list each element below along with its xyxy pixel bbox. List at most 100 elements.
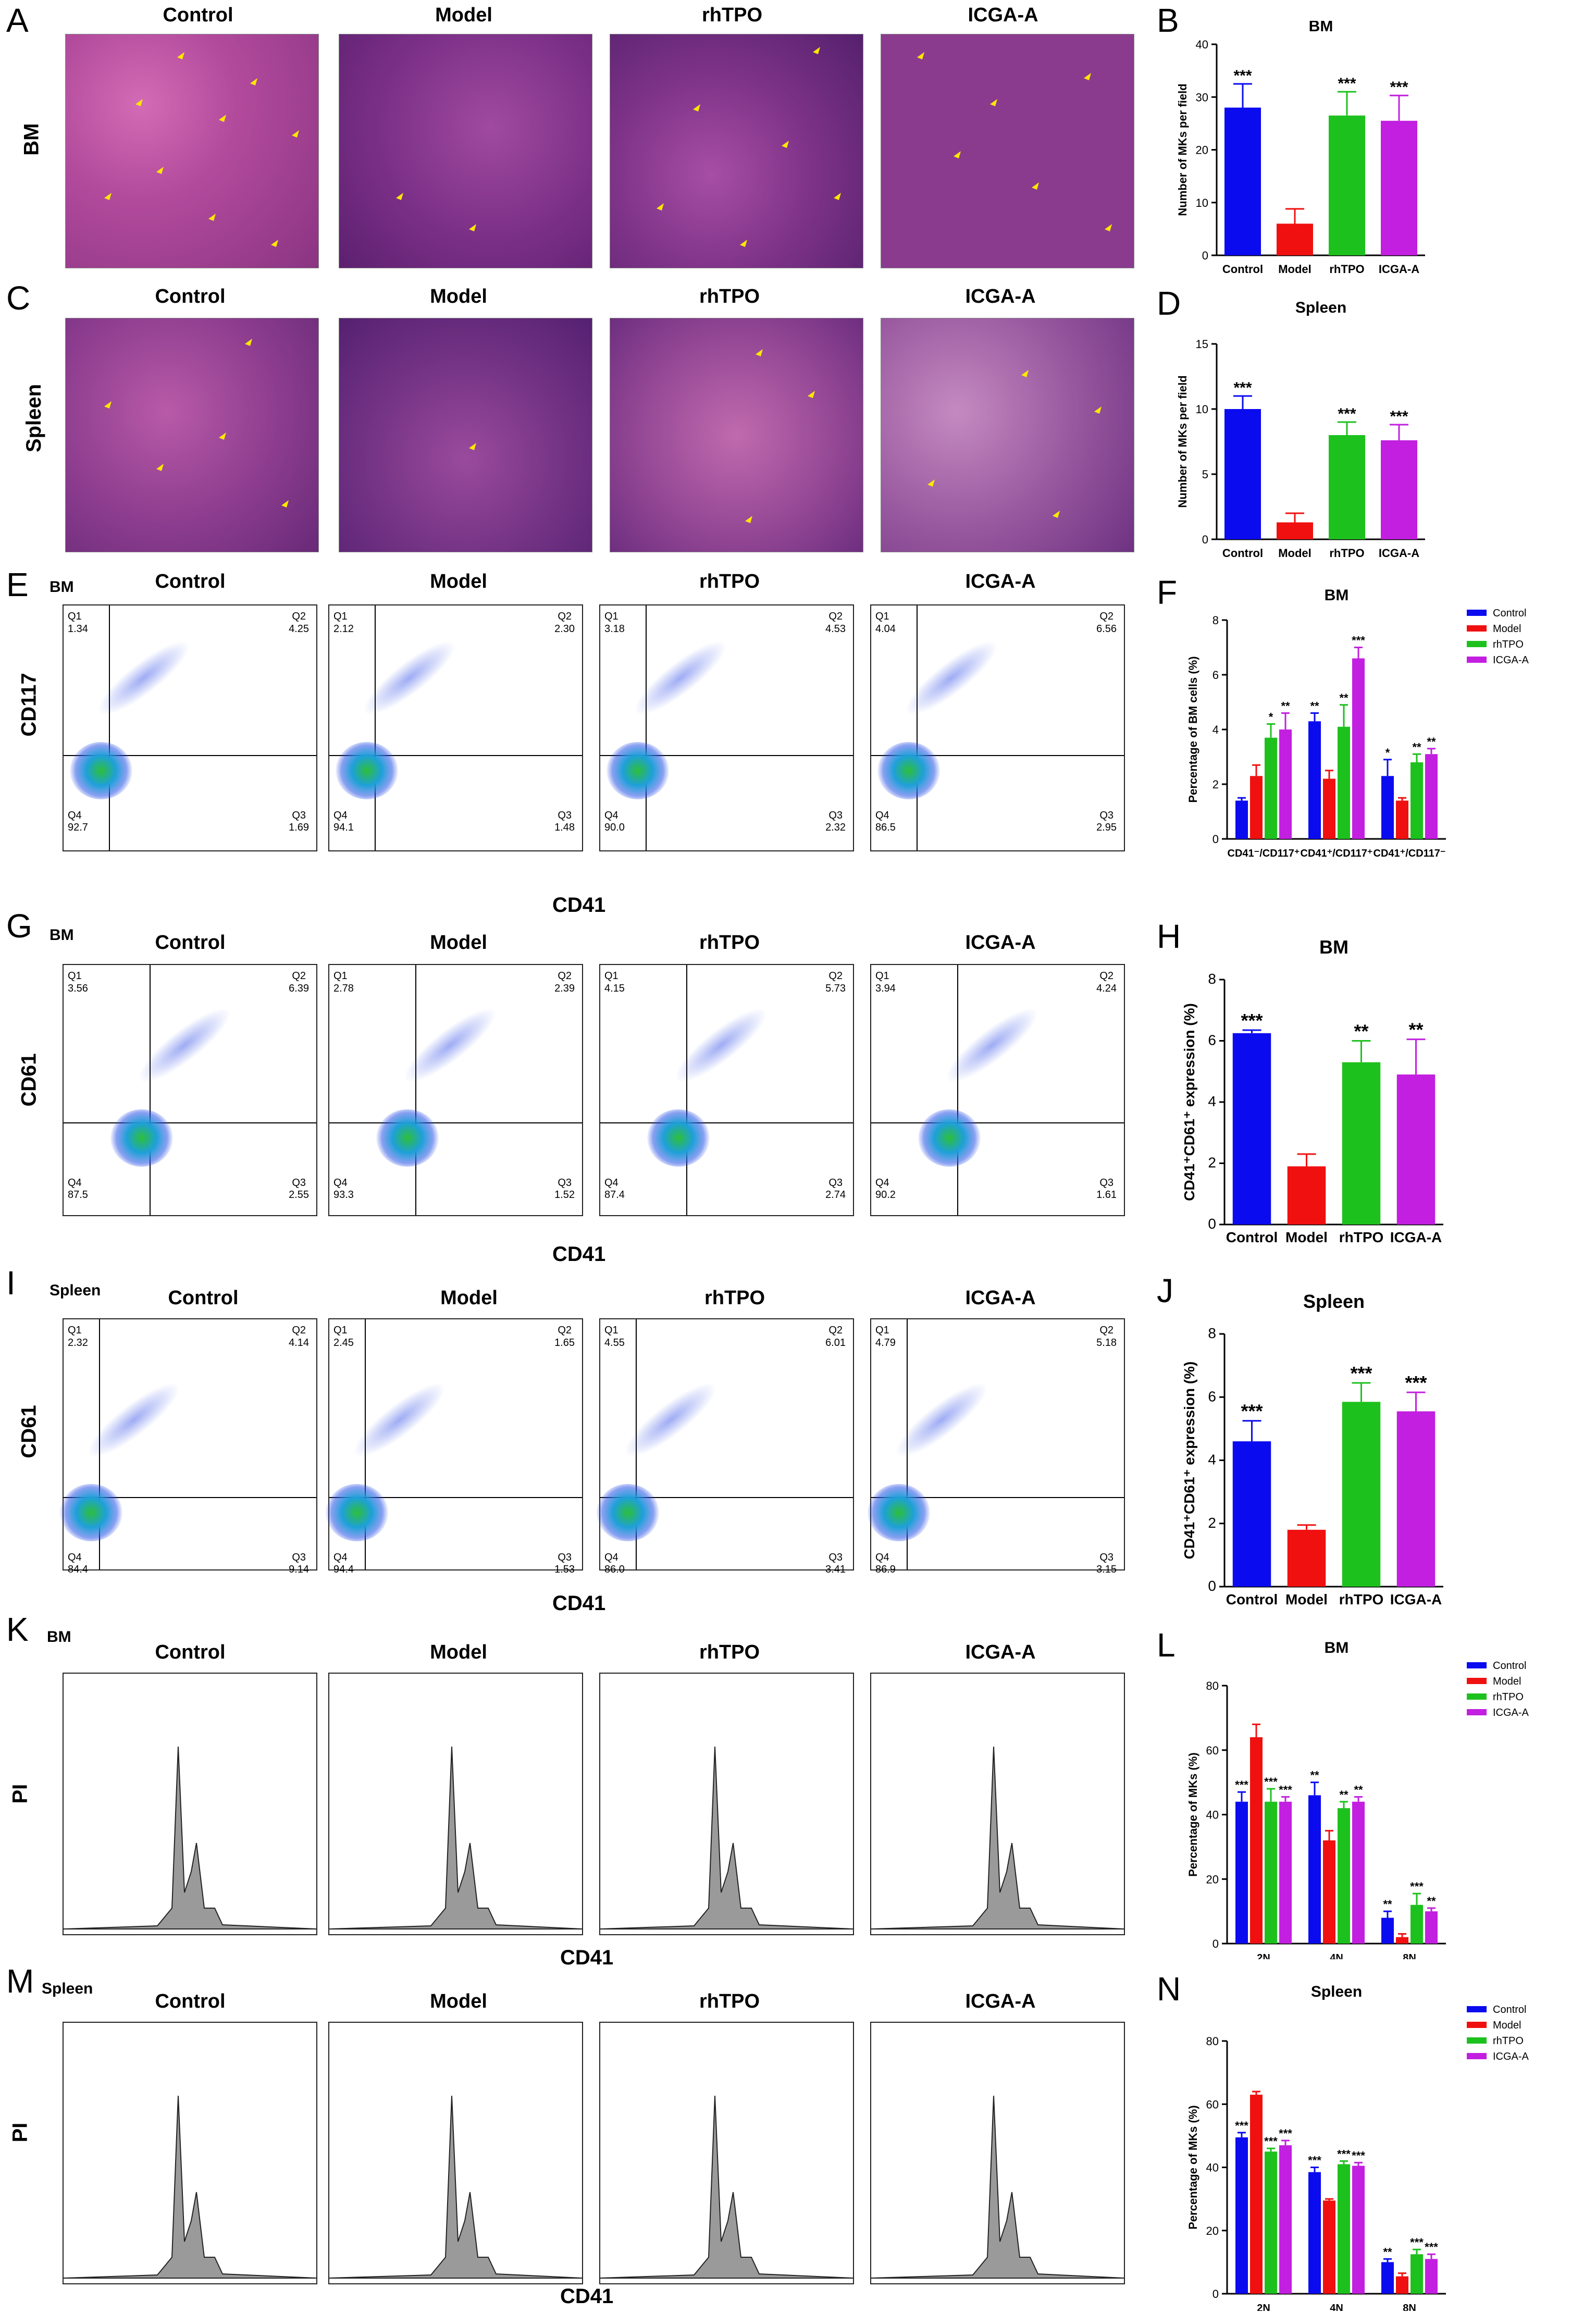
- quadrant-name-q3: Q3: [828, 1177, 843, 1189]
- quadrant-name-q1: Q1: [604, 1325, 618, 1336]
- x-tick-label: CD41⁺/CD117⁺: [1301, 848, 1373, 859]
- quadrant-value-q2: 4.25: [289, 623, 309, 635]
- legend-swatch: [1467, 2053, 1487, 2059]
- bar-rhTPO-2: [1411, 762, 1423, 839]
- chart-D: Spleen 0 5 10 15 Number of MKs per field *** Co…: [1176, 299, 1425, 560]
- cell-population-density: [868, 1484, 930, 1541]
- cell-population-density: [918, 1109, 981, 1167]
- histology-image-control-bm: [65, 34, 319, 268]
- cell-population-scatter: [344, 1372, 454, 1468]
- gate-vertical-line: [415, 965, 416, 1215]
- y-tick-label: 0: [1213, 2287, 1219, 2300]
- bar-ICGA-A-2: [1425, 2259, 1438, 2294]
- quadrant-value-q3: 2.95: [1096, 822, 1117, 833]
- quadrant-name-q2: Q2: [292, 970, 306, 982]
- quadrant-value-q4: 94.4: [333, 1564, 354, 1575]
- quadrant-name-q2: Q2: [828, 611, 843, 622]
- legend-swatch: [1467, 1662, 1487, 1668]
- pi-histogram-Model: [328, 2022, 583, 2284]
- sample-label-G: BM: [50, 926, 74, 944]
- pi-histogram-Model: [328, 1673, 583, 1935]
- y-tick-label: 0: [1202, 533, 1208, 546]
- bar-rhTPO: [1342, 1062, 1381, 1224]
- bar-Model-1: [1323, 2200, 1335, 2294]
- quadrant-value-q2: 5.18: [1096, 1337, 1117, 1349]
- histology-image-rhtpo-bm: [610, 34, 863, 268]
- y-axis-label-D: Number of MKs per field: [1176, 375, 1189, 508]
- significance-mark: **: [1310, 700, 1319, 713]
- cell-population-density: [647, 1109, 710, 1167]
- y-tick-label: 4: [1208, 1452, 1216, 1468]
- y-tick-label: 0: [1202, 249, 1208, 262]
- flow-plot-ICGA-A: Q1 4.79 Q2 5.18 Q3 3.15 Q4 86.9: [868, 1318, 1125, 1575]
- legend-label: ICGA-A: [1493, 2051, 1529, 2062]
- quadrant-name-q1: Q1: [604, 970, 618, 982]
- x-tick-label: Control: [1226, 1591, 1278, 1607]
- quadrant-name-q2: Q2: [558, 611, 572, 622]
- quadrant-value-q2: 6.01: [825, 1337, 846, 1349]
- bar-Model: [1277, 224, 1313, 255]
- bar-Control-2: [1381, 1918, 1394, 1944]
- cell-population-density: [376, 1109, 439, 1167]
- sample-label-E: BM: [50, 578, 74, 596]
- quadrant-value-q2: 6.39: [289, 983, 309, 994]
- quadrant-value-q4: 84.4: [68, 1564, 88, 1575]
- significance-mark: ***: [1352, 2149, 1365, 2162]
- histogram-area: [600, 1746, 853, 1929]
- y-axis-label-H: CD41⁺CD61⁺ expression (%): [1181, 1003, 1197, 1201]
- bar-Control: [1224, 107, 1261, 255]
- cell-population-scatter: [89, 630, 199, 726]
- histogram-area: [871, 1746, 1124, 1929]
- quadrant-name-q1: Q1: [333, 611, 348, 622]
- panel-label-L: L: [1157, 1626, 1176, 1664]
- bar-Model-1: [1323, 778, 1335, 839]
- x-axis-label-cd41-M: CD41: [560, 2285, 614, 2308]
- flow-plot-Control: Q1 1.34 Q2 4.25 Q3 1.69 Q4 92.7: [63, 604, 317, 851]
- quadrant-name-q3: Q3: [292, 1552, 306, 1563]
- cell-population-scatter: [615, 1372, 725, 1468]
- bar-Control-1: [1308, 1795, 1321, 1944]
- quadrant-name-q4: Q4: [333, 1177, 348, 1189]
- bar-ICGA-A-2: [1425, 1911, 1438, 1944]
- significance-mark: **: [1310, 1769, 1319, 1782]
- pi-histogram-rhTPO: [599, 1673, 854, 1935]
- bar-ICGA-A-2: [1425, 754, 1438, 839]
- bar-Control-0: [1235, 800, 1248, 839]
- legend-label: Control: [1493, 1660, 1526, 1672]
- chart-title-N: Spleen: [1311, 1985, 1362, 2000]
- quadrant-name-q4: Q4: [875, 1552, 889, 1563]
- legend-swatch: [1467, 610, 1487, 616]
- cell-population-density: [60, 1484, 122, 1541]
- quadrant-value-q4: 86.9: [875, 1564, 896, 1575]
- sample-label-K: BM: [47, 1628, 71, 1646]
- y-axis-label-B: Number of MKs per field: [1176, 83, 1189, 216]
- gate-vertical-line: [109, 605, 110, 850]
- cell-population-scatter: [625, 630, 735, 726]
- sample-label-I: Spleen: [50, 1282, 101, 1299]
- y-tick-label: 4: [1208, 1093, 1216, 1109]
- chart-title-L: BM: [1325, 1641, 1349, 1656]
- chart-B: BM 0 10 20 30 40 Number of MKs per field *** Con…: [1176, 21, 1425, 276]
- y-axis-label-pi-M: PI: [8, 2122, 32, 2143]
- histogram-curve: [600, 1746, 853, 1929]
- quadrant-name-q4: Q4: [604, 810, 618, 821]
- bar-ICGA-A-1: [1352, 1801, 1365, 1944]
- panel-label-B: B: [1157, 2, 1179, 39]
- significance-mark: **: [1427, 1895, 1436, 1908]
- y-axis-label-N: Percentage of MKs (%): [1186, 2105, 1199, 2229]
- quadrant-value-q1: 4.04: [875, 623, 896, 635]
- panel-label-N: N: [1157, 1970, 1181, 2008]
- significance-mark: ***: [1337, 2147, 1351, 2160]
- y-tick-label: 0: [1208, 1578, 1216, 1594]
- quadrant-value-q2: 4.14: [289, 1337, 309, 1349]
- panel-label-F: F: [1157, 574, 1178, 611]
- quadrant-name-q1: Q1: [333, 1325, 348, 1336]
- quadrant-name-q1: Q1: [68, 970, 82, 982]
- bar-ICGA-A-0: [1279, 1801, 1292, 1944]
- bar-Control-1: [1308, 721, 1321, 839]
- quadrant-value-q2: 4.53: [825, 623, 846, 635]
- bar-rhTPO-0: [1265, 1801, 1277, 1944]
- legend-label: rhTPO: [1493, 1691, 1524, 1703]
- panel-label-K: K: [6, 1611, 29, 1648]
